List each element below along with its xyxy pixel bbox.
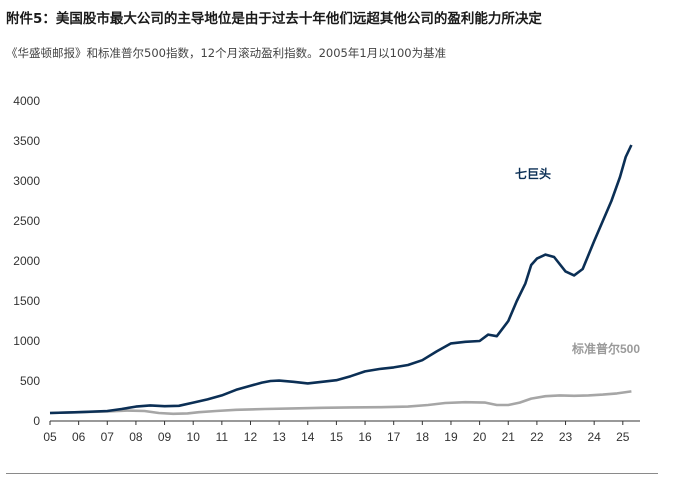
series-line-magnificent-seven bbox=[49, 144, 633, 415]
series-label-sp500: 标准普尔500 bbox=[571, 341, 640, 356]
y-tick-label: 1500 bbox=[13, 294, 40, 308]
x-tick-label: 23 bbox=[559, 430, 573, 444]
x-tick-label: 07 bbox=[101, 430, 115, 444]
y-tick-label: 1000 bbox=[13, 334, 40, 348]
y-tick-label: 2500 bbox=[13, 214, 40, 228]
x-tick-label: 21 bbox=[502, 430, 516, 444]
x-tick-label: 18 bbox=[416, 430, 430, 444]
y-tick-label: 3500 bbox=[13, 134, 40, 148]
chart-title: 附件5：美国股市最大公司的主导地位是由于过去十年他们远超其他公司的盈利能力所决定 bbox=[6, 11, 542, 27]
x-tick-label: 22 bbox=[530, 430, 544, 444]
x-tick-label: 05 bbox=[43, 430, 57, 444]
x-tick-label: 25 bbox=[616, 430, 630, 444]
chart-subtitle: 《华盛顿邮报》和标准普尔500指数，12个月滚动盈利指数。2005年1月以100… bbox=[6, 46, 447, 60]
series-layer bbox=[49, 144, 633, 416]
x-tick-label: 20 bbox=[473, 430, 487, 444]
y-tick-label: 0 bbox=[33, 414, 40, 428]
x-tick-label: 12 bbox=[244, 430, 258, 444]
x-tick-label: 13 bbox=[272, 430, 286, 444]
x-tick-label: 09 bbox=[158, 430, 172, 444]
x-tick-label: 16 bbox=[358, 430, 372, 444]
x-tick-label: 24 bbox=[587, 430, 601, 444]
x-tick-label: 15 bbox=[330, 430, 344, 444]
y-tick-label: 3000 bbox=[13, 174, 40, 188]
x-tick-label: 19 bbox=[444, 430, 458, 444]
x-tick-label: 06 bbox=[72, 430, 86, 444]
x-tick-label: 10 bbox=[187, 430, 201, 444]
series-label-magnificent-seven: 七巨头 bbox=[515, 166, 551, 181]
y-tick-label: 2000 bbox=[13, 254, 40, 268]
x-tick-label: 11 bbox=[216, 430, 229, 444]
footer-divider bbox=[6, 473, 658, 474]
x-tick-label: 17 bbox=[387, 430, 401, 444]
x-tick-label: 14 bbox=[301, 430, 315, 444]
series-line-sp500 bbox=[49, 390, 632, 416]
y-tick-label: 4000 bbox=[13, 94, 40, 108]
x-tick-label: 08 bbox=[129, 430, 143, 444]
y-tick-label: 500 bbox=[20, 374, 40, 388]
y-axis: 0 500 1000 1500 2000 2500 3000 3500 4000 bbox=[13, 94, 40, 428]
x-axis: 05 06 07 08 09 10 11 12 13 14 15 16 17 18 19 20 21 22 23 24… bbox=[43, 420, 640, 444]
